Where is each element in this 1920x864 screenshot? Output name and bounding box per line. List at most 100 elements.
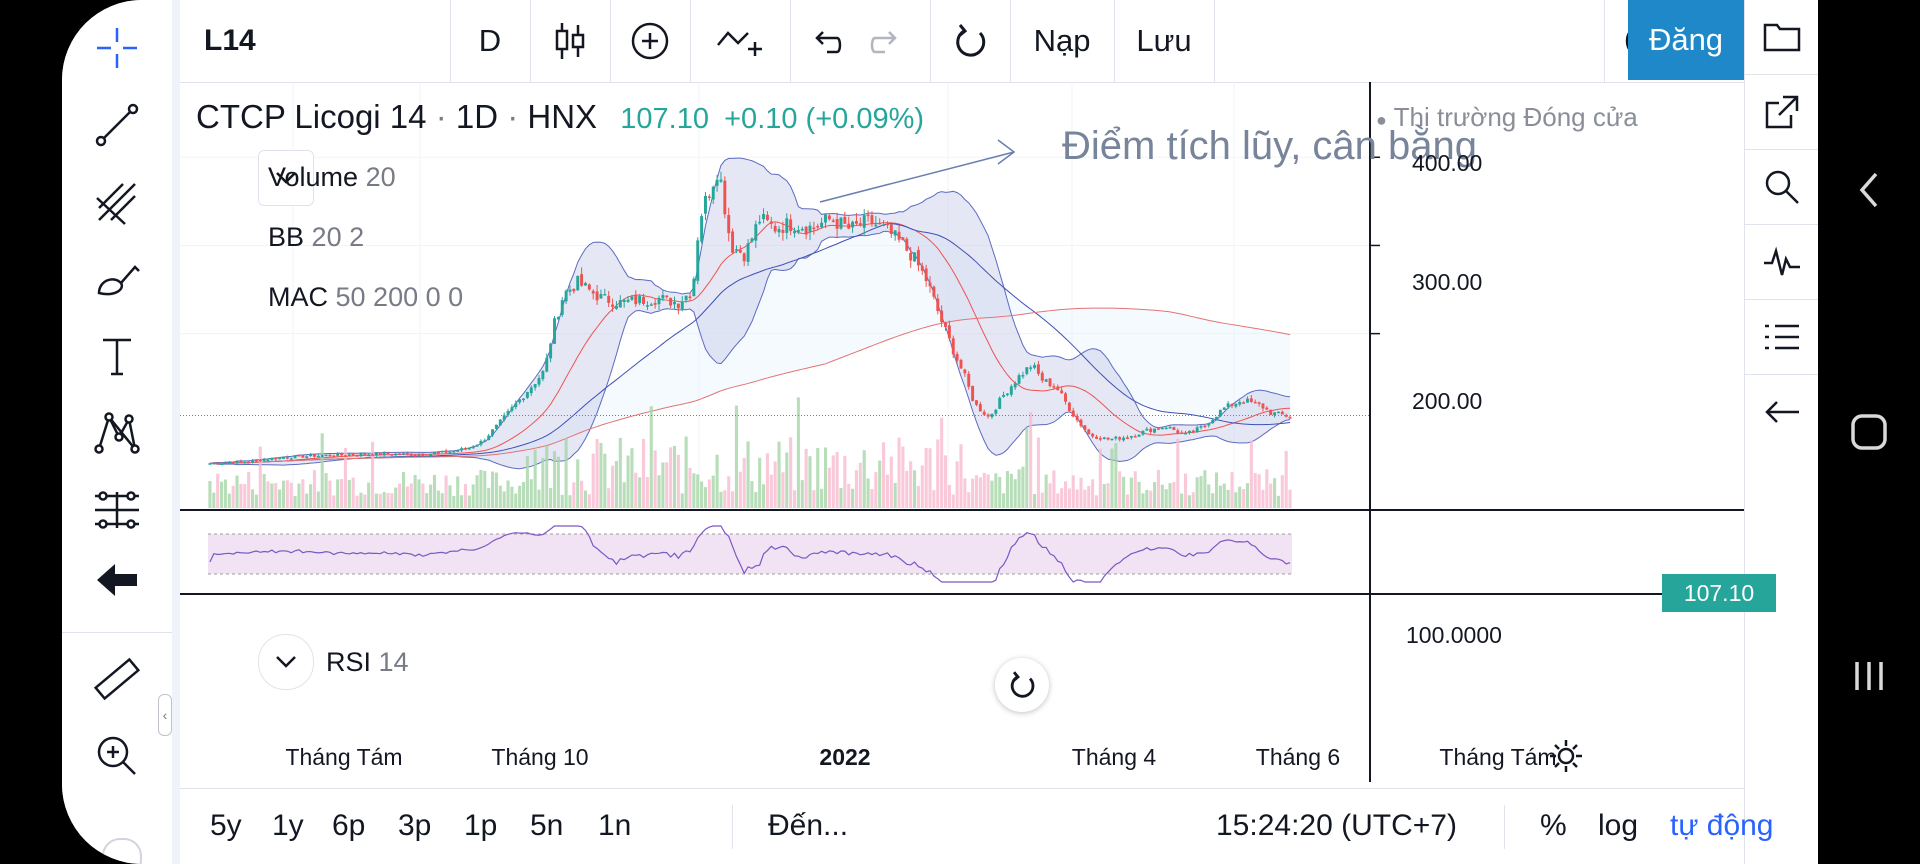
fib-icon[interactable] (87, 480, 147, 540)
range-1y[interactable]: 1y (272, 809, 304, 842)
candle-body (692, 278, 696, 297)
volume-bar (607, 488, 611, 508)
log-toggle[interactable]: log (1598, 809, 1639, 842)
pitchfork-icon[interactable] (87, 172, 147, 232)
back-nav-icon[interactable] (1818, 160, 1920, 220)
list-icon[interactable] (1745, 300, 1818, 375)
candle-body (305, 456, 309, 459)
volume-bar (1060, 488, 1064, 508)
volume-bar (367, 482, 371, 508)
pattern-icon[interactable] (87, 403, 147, 463)
volume-bar (398, 483, 402, 508)
trendline-icon[interactable] (87, 95, 147, 155)
volume-bar (653, 450, 657, 508)
candle-body (576, 275, 580, 291)
range-5n[interactable]: 5n (530, 809, 564, 842)
chart-annotation[interactable]: Điểm tích lũy, cân bằng (1062, 124, 1478, 168)
volume-bar (924, 447, 928, 508)
settings-gear-icon[interactable] (1548, 738, 1584, 779)
recents-nav-icon[interactable] (1818, 646, 1920, 706)
candle-body (1017, 375, 1021, 384)
volume-bar (827, 467, 831, 508)
range-1p[interactable]: 1p (464, 809, 498, 842)
range-1n[interactable]: 1n (598, 809, 632, 842)
volume-bar (1222, 483, 1226, 508)
volume-bar (374, 493, 378, 508)
volume-bar (870, 488, 874, 508)
publish-button[interactable]: Đăng (1628, 0, 1744, 80)
volume-bar (1075, 489, 1079, 508)
brush-icon[interactable] (87, 249, 147, 309)
volume-bar (1079, 477, 1083, 508)
panel-toggle-chevron-icon[interactable]: ‹ (158, 694, 172, 736)
candle-body (816, 225, 820, 228)
save-layout-button[interactable]: Lưu (1136, 23, 1192, 58)
volume-bar (1288, 489, 1292, 508)
symbol-search[interactable]: L14 (204, 24, 256, 57)
range-3p[interactable]: 3p (398, 809, 432, 842)
load-layout-button[interactable]: Nạp (1033, 23, 1091, 58)
redo-button[interactable] (858, 0, 914, 82)
indicator-bb[interactable]: BB 20 2 (268, 222, 364, 253)
volume-bar (727, 476, 731, 508)
volume-bar (580, 480, 584, 508)
percent-toggle[interactable]: % (1540, 809, 1567, 842)
candle-body (719, 179, 723, 182)
collapse-rsi-button[interactable] (258, 634, 314, 690)
candle-body (390, 454, 394, 456)
add-indicator-button[interactable] (610, 0, 690, 82)
reset-scale-button[interactable] (995, 658, 1049, 712)
volume-bar (750, 481, 754, 508)
candle-body (463, 448, 467, 450)
candle-body (251, 460, 254, 463)
volume-bar (545, 445, 549, 508)
indicator-rsi[interactable]: RSI 14 (326, 647, 409, 678)
volume-bar (405, 486, 409, 508)
ruler-icon[interactable] (87, 650, 147, 710)
volume-bar (823, 447, 828, 508)
chart-pane[interactable]: CTCP Licogi 14 · 1D · HNX 107.10 +0.10 (… (180, 82, 1776, 864)
candle-body (386, 452, 390, 455)
candle-body (769, 221, 773, 224)
auto-scale-toggle[interactable]: tự động (1670, 809, 1774, 842)
candle-body (847, 223, 851, 229)
range-5y[interactable]: 5y (210, 809, 242, 842)
range-6p[interactable]: 6p (332, 809, 366, 842)
candle-body (1164, 427, 1168, 430)
candle-body (1102, 437, 1106, 440)
collapse-indicators-button[interactable] (258, 150, 314, 206)
candle-body (347, 454, 351, 456)
chart-type-button[interactable] (530, 0, 610, 82)
volume-bar (754, 492, 758, 508)
pulse-icon[interactable] (1745, 225, 1818, 300)
legend-sep: · (435, 98, 447, 135)
volume-bar (1036, 437, 1040, 508)
zoom-in-icon[interactable] (87, 726, 147, 786)
volume-bar (541, 457, 545, 508)
undo-button[interactable] (798, 0, 854, 82)
indicator-volume[interactable]: Volume 20 (268, 162, 396, 193)
refresh-button[interactable] (930, 0, 1010, 82)
volume-bar (572, 482, 576, 508)
indicator-mac[interactable]: MAC 50 200 0 0 (268, 282, 463, 313)
external-link-icon[interactable] (1745, 75, 1818, 150)
back-arrow-icon[interactable] (87, 550, 147, 610)
crosshair-icon[interactable] (87, 18, 147, 78)
arrow-left-icon[interactable] (1745, 375, 1818, 449)
goto-date-button[interactable]: Đến... (768, 809, 849, 842)
volume-bar (1052, 470, 1056, 508)
folder-icon[interactable] (1745, 0, 1818, 75)
candle-body (1029, 367, 1033, 369)
candle-body (1125, 437, 1129, 439)
text-icon[interactable] (87, 326, 147, 386)
price-chart[interactable] (180, 82, 1744, 788)
volume-bar (1114, 443, 1118, 508)
candle-body (374, 452, 378, 456)
compare-button[interactable] (690, 0, 790, 82)
candle-body (843, 216, 847, 224)
candle-body (622, 299, 626, 303)
candle-body (959, 359, 963, 369)
interval-button[interactable]: D (478, 23, 502, 58)
home-nav-icon[interactable] (1818, 402, 1920, 462)
search-icon[interactable] (1745, 150, 1818, 225)
